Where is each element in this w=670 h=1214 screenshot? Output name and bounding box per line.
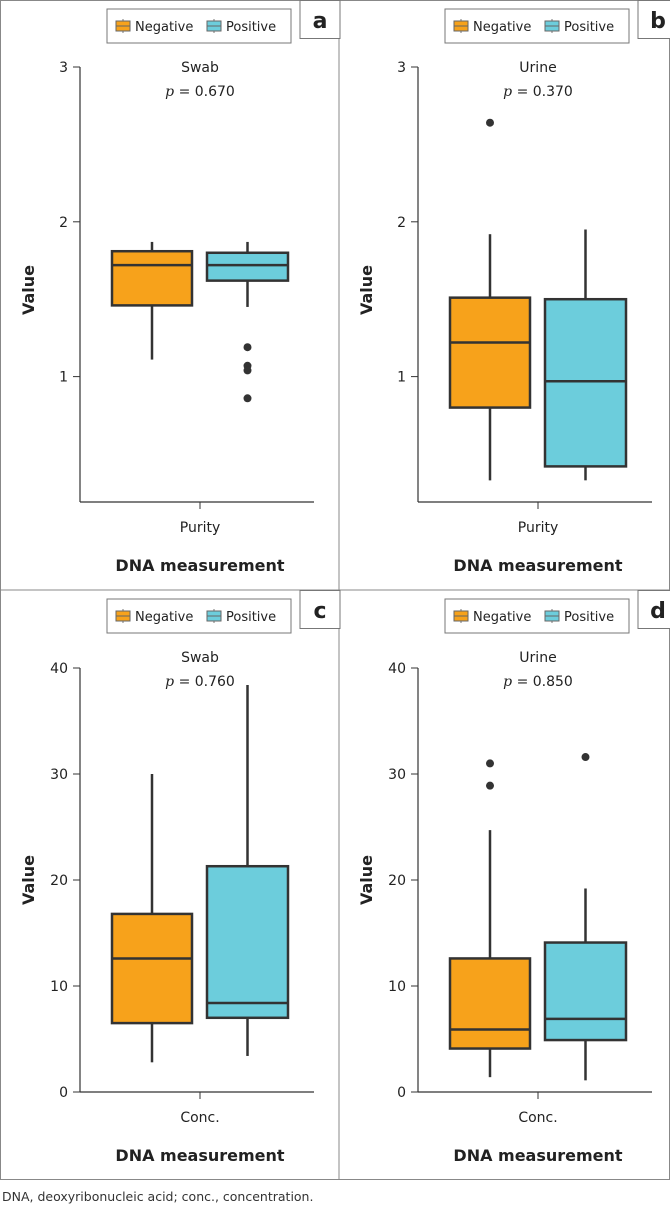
figure-caption: DNA, deoxyribonucleic acid; conc., conce… bbox=[2, 1189, 314, 1204]
panel-title: Urine bbox=[519, 60, 556, 76]
p-symbol: p bbox=[165, 84, 178, 100]
p-value-label: p = 0.760 bbox=[165, 674, 235, 690]
x-axis-title: DNA measurement bbox=[115, 1146, 285, 1165]
panel-title: Swab bbox=[181, 60, 219, 76]
x-axis-title: DNA measurement bbox=[453, 1146, 623, 1165]
box-positive bbox=[543, 753, 628, 1081]
box-negative bbox=[448, 759, 532, 1078]
iqr-box bbox=[110, 912, 194, 1025]
y-tick-label: 0 bbox=[59, 1085, 68, 1101]
x-category-label: Purity bbox=[518, 520, 559, 536]
y-tick-label: 0 bbox=[397, 1085, 406, 1101]
box-negative bbox=[110, 774, 194, 1063]
p-symbol: p bbox=[503, 674, 516, 690]
legend-box bbox=[444, 8, 630, 44]
p-value: = 0.850 bbox=[517, 674, 573, 690]
box-negative bbox=[448, 118, 532, 481]
outlier-point bbox=[243, 343, 252, 352]
iqr-box bbox=[110, 249, 194, 307]
y-tick-label: 10 bbox=[388, 979, 406, 995]
panel-letter: b bbox=[650, 9, 666, 34]
y-tick-label: 20 bbox=[388, 873, 406, 889]
x-category-label: Conc. bbox=[180, 1110, 219, 1126]
iqr-box bbox=[205, 864, 290, 1020]
box-positive bbox=[205, 684, 290, 1056]
panel-letter: c bbox=[313, 599, 326, 624]
x-axis-title: DNA measurement bbox=[453, 556, 623, 575]
iqr-box bbox=[448, 296, 532, 409]
legend-label-positive: Positive bbox=[564, 610, 614, 625]
iqr-box bbox=[448, 957, 532, 1050]
box-negative bbox=[110, 241, 194, 360]
p-value-label: p = 0.370 bbox=[503, 84, 573, 100]
p-value: = 0.760 bbox=[179, 674, 235, 690]
x-category-label: Conc. bbox=[518, 1110, 557, 1126]
legend-box bbox=[106, 8, 292, 44]
iqr-box bbox=[205, 251, 290, 282]
panel-letter: a bbox=[313, 9, 328, 34]
y-tick-label: 30 bbox=[388, 767, 406, 783]
panel-letter-tab bbox=[637, 0, 670, 39]
outlier-point bbox=[486, 759, 494, 768]
y-axis-title: Value bbox=[357, 855, 376, 905]
y-tick-label: 3 bbox=[59, 60, 68, 76]
legend-label-positive: Positive bbox=[226, 20, 276, 35]
panel-letter-tab bbox=[637, 590, 670, 629]
y-tick-label: 40 bbox=[50, 661, 68, 677]
y-tick-label: 1 bbox=[397, 370, 406, 386]
legend-label-negative: Negative bbox=[135, 20, 193, 35]
y-tick-label: 3 bbox=[397, 60, 406, 76]
panel-letter-tab bbox=[299, 590, 341, 629]
x-axis-title: DNA measurement bbox=[115, 556, 285, 575]
y-axis-title: Value bbox=[19, 265, 38, 315]
y-tick-label: 20 bbox=[50, 873, 68, 889]
p-symbol: p bbox=[165, 674, 178, 690]
legend-label-positive: Positive bbox=[564, 20, 614, 35]
iqr-box bbox=[543, 297, 628, 468]
iqr-box bbox=[543, 941, 628, 1042]
y-axis-title: Value bbox=[19, 855, 38, 905]
y-tick-label: 2 bbox=[59, 215, 68, 231]
outlier-point bbox=[581, 753, 590, 762]
legend-label-negative: Negative bbox=[473, 20, 531, 35]
y-tick-label: 30 bbox=[50, 767, 68, 783]
panel-letter-tab bbox=[299, 0, 341, 39]
legend-box bbox=[106, 598, 292, 634]
y-tick-label: 2 bbox=[397, 215, 406, 231]
p-value: = 0.370 bbox=[517, 84, 573, 100]
legend-box bbox=[444, 598, 630, 634]
panel-title: Swab bbox=[181, 650, 219, 666]
y-tick-label: 40 bbox=[388, 661, 406, 677]
box-positive bbox=[205, 241, 290, 403]
p-value-label: p = 0.670 bbox=[165, 84, 235, 100]
outlier-point bbox=[486, 781, 494, 790]
legend-label-negative: Negative bbox=[473, 610, 531, 625]
legend-label-positive: Positive bbox=[226, 610, 276, 625]
panel-letter: d bbox=[650, 599, 666, 624]
outlier-point bbox=[486, 118, 494, 127]
p-value: = 0.670 bbox=[179, 84, 235, 100]
outlier-point bbox=[243, 366, 252, 375]
legend-label-negative: Negative bbox=[135, 610, 193, 625]
x-category-label: Purity bbox=[180, 520, 221, 536]
p-symbol: p bbox=[503, 84, 516, 100]
p-value-label: p = 0.850 bbox=[503, 674, 573, 690]
y-tick-label: 10 bbox=[50, 979, 68, 995]
y-axis-title: Value bbox=[357, 265, 376, 315]
y-tick-label: 1 bbox=[59, 370, 68, 386]
outlier-point bbox=[243, 394, 252, 403]
box-positive bbox=[543, 229, 628, 481]
panel-title: Urine bbox=[519, 650, 556, 666]
